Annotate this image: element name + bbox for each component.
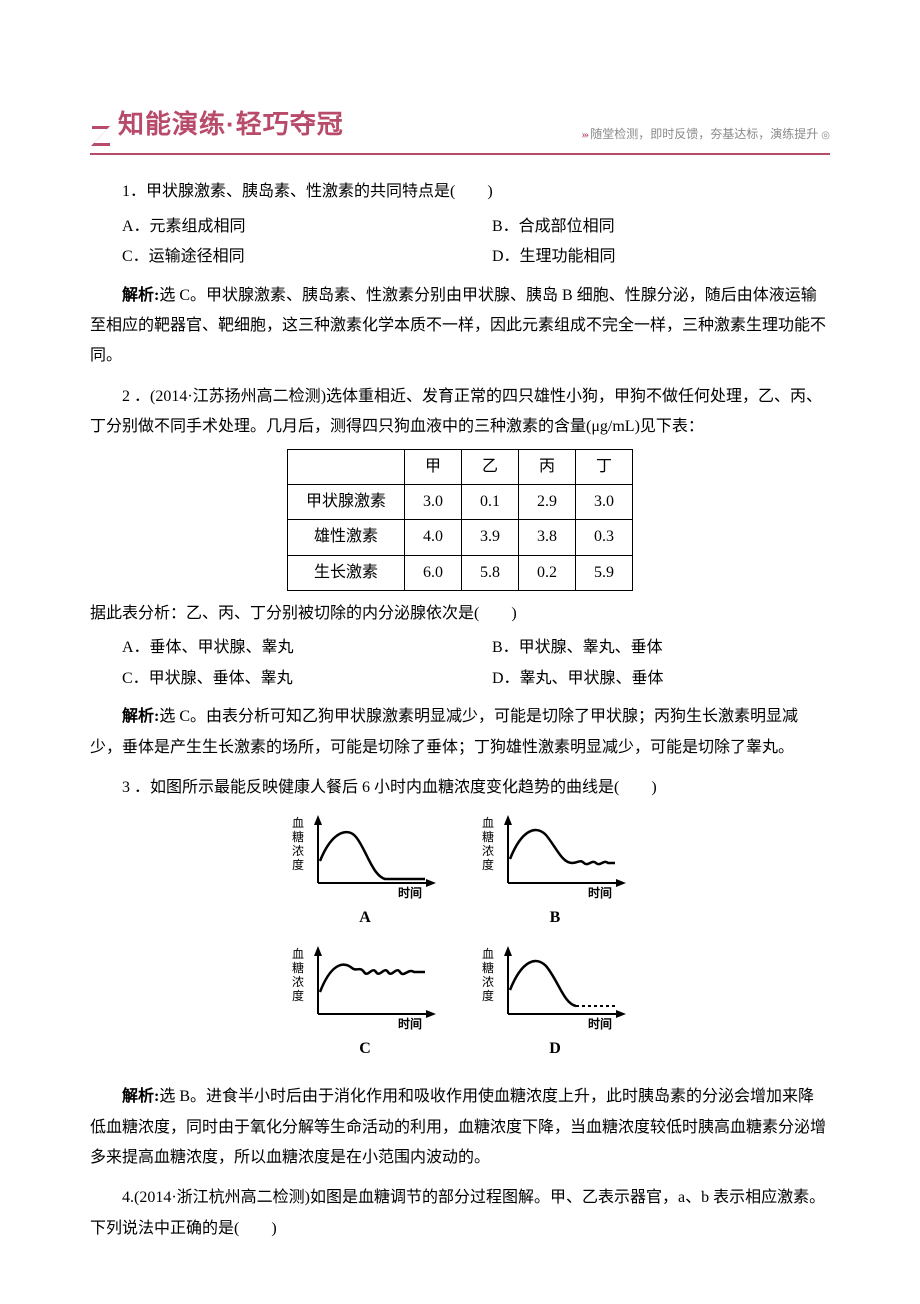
chart-b-svg: 血糖浓度 时间	[480, 813, 630, 901]
q3-explain-answer: 选 B。	[159, 1088, 206, 1105]
svg-text:浓: 浓	[482, 975, 494, 989]
q2-th-4: 丁	[576, 449, 633, 484]
q3-explain: 解析:选 B。进食半小时后由于消化作用和吸收作用使血糖浓度上升，此时胰岛素的分泌…	[90, 1082, 830, 1173]
cell: 3.8	[519, 520, 576, 555]
q2-text-a: 2 ．(2014·	[122, 388, 193, 405]
chart-d-label: D	[549, 1034, 561, 1064]
table-row: 生长激素 6.0 5.8 0.2 5.9	[287, 555, 632, 590]
header-title-sub: 轻巧夺冠	[236, 109, 344, 139]
q2-after-table: 据此表分析：乙、丙、丁分别被切除的内分泌腺依次是( )	[90, 599, 830, 629]
chart-a: 血 糖 浓 度 时间 A	[290, 813, 440, 933]
cell: 5.9	[576, 555, 633, 590]
chart-c: 血糖浓度 时间 C	[290, 944, 440, 1064]
q1-explain-lead: 解析:	[122, 287, 159, 304]
chart-a-ylabel-1: 血	[292, 816, 304, 830]
charts-grid: 血 糖 浓 度 时间 A 血糖浓度	[290, 813, 630, 1064]
header-title-main: 知能演练	[118, 109, 226, 139]
chart-a-ylabel-3: 浓	[292, 844, 304, 858]
q2-table: 甲 乙 丙 丁 甲状腺激素 3.0 0.1 2.9 3.0 雄性激素 4.0 3…	[287, 449, 633, 592]
cell: 5.8	[462, 555, 519, 590]
chart-c-xlabel: 时间	[398, 1016, 422, 1031]
cell: 甲状腺激素	[287, 484, 404, 519]
circle-icon: ◎	[821, 129, 830, 140]
q3-charts: 血 糖 浓 度 时间 A 血糖浓度	[90, 813, 830, 1064]
page: 知能演练·轻巧夺冠 ››› 随堂检测，即时反馈，夯基达标，演练提升 ◎ 1．甲状…	[0, 0, 920, 1304]
cell: 0.1	[462, 484, 519, 519]
chart-c-svg: 血糖浓度 时间	[290, 944, 440, 1032]
svg-text:糖: 糖	[482, 960, 494, 975]
q2-opt-d: D．睾丸、甲状腺、垂体	[460, 664, 830, 694]
svg-text:度: 度	[482, 857, 494, 872]
header-right: ››› 随堂检测，即时反馈，夯基达标，演练提升 ◎	[581, 123, 830, 150]
header-title-dot: ·	[226, 109, 236, 139]
cell: 2.9	[519, 484, 576, 519]
chart-b-label: B	[550, 903, 561, 933]
chart-b: 血糖浓度 时间 B	[480, 813, 630, 933]
q2-table-header-row: 甲 乙 丙 丁	[287, 449, 632, 484]
q1-opt-a: A．元素组成相同	[90, 212, 460, 242]
chart-c-label: C	[359, 1034, 371, 1064]
cell: 3.0	[405, 484, 462, 519]
q4-source: 浙江杭州高二检测	[177, 1189, 305, 1206]
q2-th-2: 乙	[462, 449, 519, 484]
table-row: 雄性激素 4.0 3.9 3.8 0.3	[287, 520, 632, 555]
cell: 3.0	[576, 484, 633, 519]
chart-b-xlabel: 时间	[588, 885, 612, 900]
chart-a-label: A	[359, 903, 371, 933]
q2-source: 江苏扬州高二检测	[193, 388, 321, 405]
q2-opt-b: B．甲状腺、睾丸、垂体	[460, 633, 830, 663]
q2-options: A．垂体、甲状腺、睾丸 B．甲状腺、睾丸、垂体 C．甲状腺、垂体、睾丸 D．睾丸…	[90, 633, 830, 694]
q2-th-1: 甲	[405, 449, 462, 484]
cell: 0.2	[519, 555, 576, 590]
q2-explain: 解析:选 C。由表分析可知乙狗甲状腺激素明显减少，可能是切除了甲状腺；丙狗生长激…	[90, 702, 830, 763]
svg-text:血: 血	[292, 947, 304, 961]
svg-text:血: 血	[482, 816, 494, 830]
q2-explain-lead: 解析:	[122, 708, 159, 725]
svg-text:浓: 浓	[292, 975, 304, 989]
q1-explain-answer: 选 C。	[159, 287, 206, 304]
chart-d-svg: 血糖浓度 时间	[480, 944, 630, 1032]
q3-text: 3 ．如图所示最能反映健康人餐后 6 小时内血糖浓度变化趋势的曲线是( )	[90, 773, 830, 803]
q3-explain-lead: 解析:	[122, 1088, 159, 1105]
header-bar: 知能演练·轻巧夺冠 ››› 随堂检测，即时反馈，夯基达标，演练提升 ◎	[90, 100, 830, 155]
z-logo-icon	[90, 123, 112, 149]
svg-text:度: 度	[482, 988, 494, 1003]
cell: 0.3	[576, 520, 633, 555]
cell: 4.0	[405, 520, 462, 555]
q2-explain-answer: 选 C。	[159, 708, 206, 725]
chevrons-icon: ›››	[581, 127, 587, 141]
chart-a-ylabel-2: 糖	[292, 829, 304, 844]
svg-text:糖: 糖	[482, 829, 494, 844]
chart-d: 血糖浓度 时间 D	[480, 944, 630, 1064]
q1-opt-c: C．运输途径相同	[90, 242, 460, 272]
q2-th-0	[287, 449, 404, 484]
cell: 6.0	[405, 555, 462, 590]
q2-opt-a: A．垂体、甲状腺、睾丸	[90, 633, 460, 663]
q1-opt-d: D．生理功能相同	[460, 242, 830, 272]
chart-a-ylabel-4: 度	[292, 857, 304, 872]
header-right-text: 随堂检测，即时反馈，夯基达标，演练提升	[590, 127, 818, 141]
chart-d-xlabel: 时间	[588, 1016, 612, 1031]
cell: 生长激素	[287, 555, 404, 590]
q4-text: 4.(2014·浙江杭州高二检测)如图是血糖调节的部分过程图解。甲、乙表示器官，…	[90, 1183, 830, 1244]
cell: 雄性激素	[287, 520, 404, 555]
q4-text-a: 4.(2014·	[122, 1189, 177, 1206]
svg-text:度: 度	[292, 988, 304, 1003]
q1-options: A．元素组成相同 B．合成部位相同 C．运输途径相同 D．生理功能相同	[90, 212, 830, 273]
header-title: 知能演练·轻巧夺冠	[118, 100, 344, 149]
svg-text:血: 血	[482, 947, 494, 961]
q1-text: 1．甲状腺激素、胰岛素、性激素的共同特点是( )	[90, 177, 830, 207]
table-row: 甲状腺激素 3.0 0.1 2.9 3.0	[287, 484, 632, 519]
svg-text:糖: 糖	[292, 960, 304, 975]
svg-text:浓: 浓	[482, 844, 494, 858]
q1-opt-b: B．合成部位相同	[460, 212, 830, 242]
q1-explain: 解析:选 C。甲状腺激素、胰岛素、性激素分别由甲状腺、胰岛 B 细胞、性腺分泌，…	[90, 281, 830, 372]
q2-opt-c: C．甲状腺、垂体、睾丸	[90, 664, 460, 694]
header-left: 知能演练·轻巧夺冠	[90, 100, 344, 149]
chart-a-svg: 血 糖 浓 度 时间	[290, 813, 440, 901]
chart-a-xlabel: 时间	[398, 885, 422, 900]
cell: 3.9	[462, 520, 519, 555]
q2-text: 2 ．(2014·江苏扬州高二检测)选体重相近、发育正常的四只雄性小狗，甲狗不做…	[90, 382, 830, 443]
q2-th-3: 丙	[519, 449, 576, 484]
